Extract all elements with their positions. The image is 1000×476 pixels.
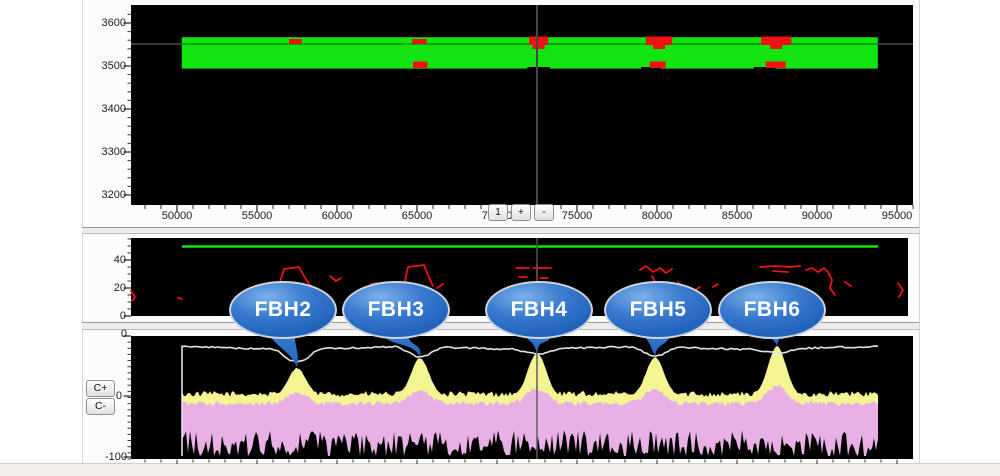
zoom-level-button[interactable]: 1 [488,204,508,221]
callout-label: FBH3 [367,298,425,321]
c-plus-button[interactable]: C+ [86,380,115,397]
fbh3-callout: FBH3 [342,281,450,339]
callout-label: FBH4 [510,298,568,321]
c-minus-button[interactable]: C- [86,398,115,415]
fbh2-callout: FBH2 [229,281,337,339]
bottom-strip [0,463,1000,476]
a-scan-plot-area[interactable] [131,336,913,459]
callout-label: FBH5 [629,298,687,321]
fbh4-callout: FBH4 [485,281,593,339]
fbh5-callout: FBH5 [604,281,712,339]
panel-divider [82,227,919,234]
zoom-out-button[interactable]: - [534,204,554,221]
fbh6-callout: FBH6 [718,281,826,339]
c-scan-plot-area[interactable] [131,5,913,205]
callout-label: FBH6 [743,298,801,321]
zoom-in-button[interactable]: + [511,204,531,221]
callout-label: FBH2 [254,298,312,321]
